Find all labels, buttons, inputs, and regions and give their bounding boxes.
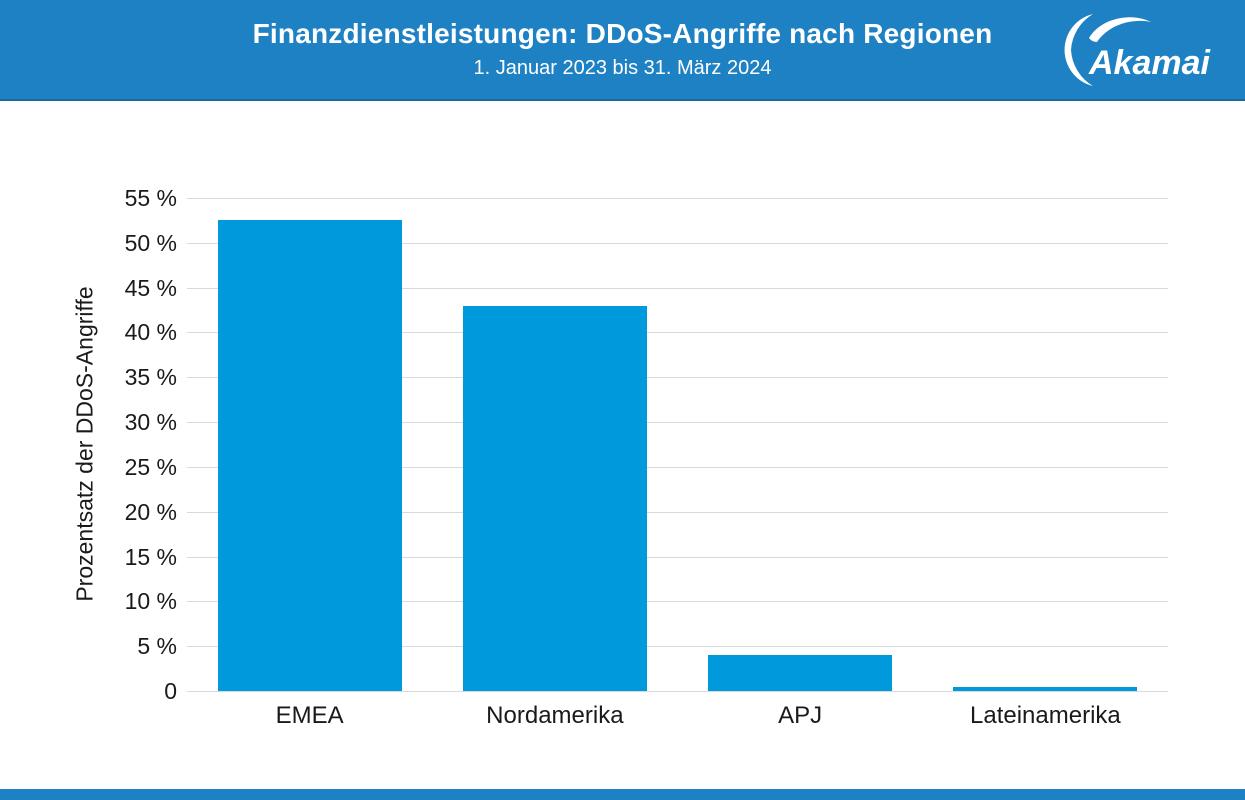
gridline [187,466,1168,468]
y-axis-tick-label: 40 % [124,319,177,346]
x-axis-tick-label: Lateinamerika [970,702,1121,729]
bar-emea [217,220,402,691]
bar-slot: EMEA [187,198,432,729]
gridline [187,422,1168,424]
y-axis-tick-label: 45 % [124,274,177,301]
gridline [187,377,1168,379]
x-axis-tick-label: APJ [778,702,823,729]
y-axis-tick-label: 10 % [124,588,177,615]
gridline [187,287,1168,289]
y-axis-tick-label: 50 % [124,229,177,256]
gridline [187,556,1168,558]
akamai-logo-graphic: Akamai [1064,14,1212,86]
footer-bar [0,789,1245,800]
akamai-wordmark: Akamai [1088,44,1211,82]
akamai-crescent-icon [1064,14,1093,86]
gridline [187,601,1168,603]
bar-nordamerika [462,305,647,691]
y-axis-tick-label: 55 % [124,185,177,211]
y-axis-tick-label: 30 % [124,409,177,436]
y-axis-tick-label: 5 % [137,633,177,660]
gridline [187,198,1168,199]
bar-slot: APJ [678,198,923,729]
gridline [187,332,1168,334]
chart-subtitle: 1. Januar 2023 bis 31. März 2024 [473,57,772,79]
y-axis-tick-label: 20 % [124,498,177,525]
gridline [187,691,1168,692]
gridline [187,242,1168,244]
bar-apj [708,655,893,691]
y-axis-tick-label: 35 % [124,364,177,391]
bar-lateinamerika [953,686,1138,691]
bar-slot: Nordamerika [432,198,677,729]
bar-slot: Lateinamerika [923,198,1168,729]
y-axis-tick-label: 15 % [124,543,177,570]
x-axis-tick-label: Nordamerika [486,702,624,729]
chart-title: Finanzdienstleistungen: DDoS-Angriffe na… [252,18,993,49]
header-banner: Finanzdienstleistungen: DDoS-Angriffe na… [0,0,1245,101]
gridline [187,646,1168,648]
y-axis-tick-label: 0 [164,678,177,704]
akamai-wave-icon [1089,17,1151,42]
gridline [187,511,1168,513]
x-axis-tick-label: EMEA [275,702,344,729]
plot-area: 0 5 % 10 % 15 % 20 % 25 % 30 % 35 % 40 % 45 % 50 %… [125,186,1168,729]
akamai-logo: Akamai [1059,12,1212,90]
header-titles: Finanzdienstleistungen: DDoS-Angriffe na… [0,0,1245,80]
y-axis-tick-label: 25 % [124,453,177,480]
